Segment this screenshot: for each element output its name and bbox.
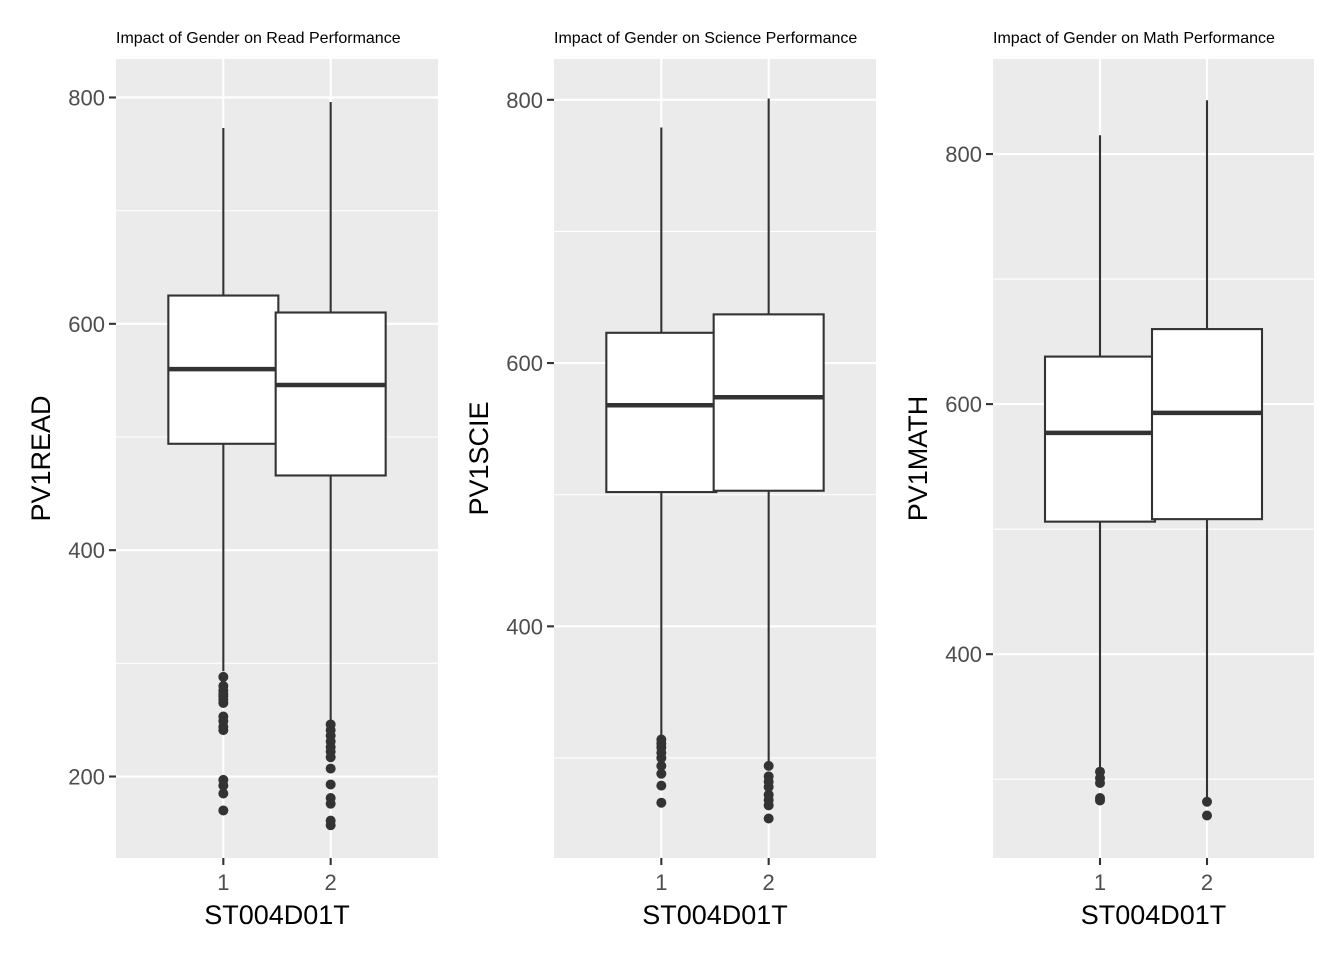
panel-1-title: Impact of Gender on Read Performance — [116, 30, 401, 47]
panel-1-box-1-outlier-15 — [218, 805, 229, 816]
panel-1-box-2-outlier-9 — [325, 779, 336, 790]
panel-1-box-1-outlier-13 — [218, 780, 229, 791]
panel-2-box-2-outlier-7 — [763, 800, 774, 811]
panel-2-box-2-iqr — [712, 313, 825, 492]
panel-2-box-1-outlier-8 — [656, 780, 667, 791]
panel-2-xtick-label-2: 2 — [763, 870, 775, 895]
panel-2-box-1-outlier-5 — [656, 752, 667, 763]
panel-3-xtick-label-1: 1 — [1094, 870, 1106, 895]
panel-2-box-2-outlier-4 — [763, 781, 774, 792]
panel-1-y-axis-label: PV1READ — [26, 395, 56, 521]
panel-1-box-2-outlier-7 — [325, 752, 336, 763]
panel-3-box-1-outlier-5 — [1095, 795, 1105, 806]
panel-1-box-1-outlier-11 — [218, 725, 229, 736]
panel-3-ytick-label-600: 600 — [945, 392, 982, 417]
panel-1-box-2-outlier-8 — [325, 763, 336, 774]
panel-1-ytick-label-600: 600 — [68, 312, 105, 337]
panel-3-ytick-label-800: 800 — [945, 142, 982, 167]
panel-1-xtick-label-1: 1 — [217, 870, 229, 895]
panel-2-y-axis-label: PV1SCIE — [464, 401, 494, 515]
panel-2-box-2-outlier-1 — [763, 760, 774, 771]
panel-2-box-2-outlier-8 — [763, 813, 774, 824]
panel-3-ytick-label-400: 400 — [945, 642, 982, 667]
panel-1-box-2-iqr — [274, 311, 387, 477]
panel-2-ytick-label-800: 800 — [506, 88, 543, 113]
panel-1-xtick-label-2: 2 — [325, 870, 337, 895]
panel-1-box-1-outlier-1 — [218, 671, 229, 682]
panel-3-box-1-iqr — [1043, 355, 1157, 523]
panel-2-box-1-iqr — [605, 331, 718, 494]
panel-1-box-1-outlier-14 — [218, 788, 229, 799]
panel-1-x-axis-label: ST004D01T — [204, 900, 350, 930]
panel-2-x-axis-label: ST004D01T — [642, 900, 788, 930]
panel-3-title: Impact of Gender on Math Performance — [993, 30, 1275, 47]
panel-2-ytick-label-600: 600 — [506, 351, 543, 376]
panel-2-box-1-outlier-9 — [656, 797, 667, 808]
panel-3-xtick-label-2: 2 — [1201, 870, 1213, 895]
panel-2-box-1-outlier-6 — [656, 760, 667, 771]
panel-1-ytick-label-400: 400 — [68, 538, 105, 563]
panel-2-box-1-outlier-7 — [656, 768, 667, 779]
panel-1-ytick-label-800: 800 — [68, 85, 105, 110]
panel-1-box-2-outlier-11 — [325, 798, 336, 809]
panel-1-box-2-outlier-13 — [325, 820, 336, 831]
panel-2-xtick-label-1: 1 — [655, 870, 667, 895]
panel-3-y-axis-label: PV1MATH — [903, 396, 933, 522]
panel-3-box-2-outlier-2 — [1202, 810, 1212, 821]
panel-3-box-2-iqr — [1150, 328, 1264, 521]
panel-2-pv1scie: 400 600 800 1 2 Impact of Gender on Science P… — [464, 30, 876, 930]
panel-2-title: Impact of Gender on Science Performance — [554, 30, 857, 47]
panel-2-ytick-label-400: 400 — [506, 614, 543, 639]
panel-1-box-1-outlier-7 — [218, 697, 229, 708]
panel-3-pv1math: 400 600 800 1 2 Impact of Gender on Math Perf… — [903, 30, 1314, 930]
panel-3-box-2-outlier-1 — [1202, 796, 1212, 807]
panel-1-pv1read: 200 400 600 800 1 2 Impact of Gender on Read P… — [26, 30, 438, 930]
panel-3-x-axis-label: ST004D01T — [1081, 900, 1227, 930]
panel-3-box-1-outlier-3 — [1095, 777, 1105, 788]
panel-1-ytick-label-200: 200 — [68, 765, 105, 790]
